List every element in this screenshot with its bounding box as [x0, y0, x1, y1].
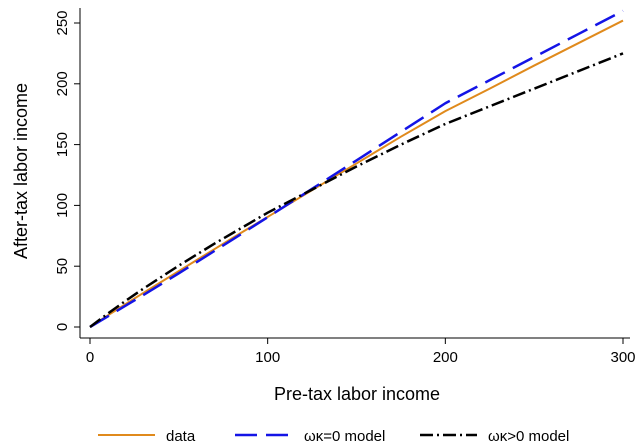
- y-tick-label: 200: [54, 71, 71, 96]
- series-line-1: [89, 9, 624, 329]
- y-tick-label: 0: [54, 323, 71, 331]
- legend-label-omega-positive-model: ωκ>0 model: [488, 428, 569, 445]
- legend-label-data: data: [166, 428, 196, 445]
- ticks: 0 100 200 300 0 50 100 150 200 250: [54, 10, 636, 366]
- y-tick-label: 250: [54, 10, 71, 35]
- y-tick-label: 100: [54, 193, 71, 218]
- x-axis-title: Pre-tax labor income: [274, 384, 440, 404]
- y-axis-title: After-tax labor income: [11, 83, 31, 259]
- series-group: [89, 9, 624, 329]
- x-tick-label: 200: [433, 349, 458, 366]
- y-tick-label: 50: [54, 258, 71, 275]
- series-line-2: [89, 52, 624, 328]
- x-tick-label: 0: [86, 349, 94, 366]
- y-tick-label: 150: [54, 132, 71, 157]
- legend: data ωκ=0 model ωκ>0 model: [98, 428, 569, 445]
- x-tick-label: 100: [255, 349, 280, 366]
- axes: [79, 8, 630, 339]
- series-line-0: [89, 19, 624, 328]
- x-tick-label: 300: [610, 349, 635, 366]
- legend-label-omega-zero-model: ωκ=0 model: [304, 428, 385, 445]
